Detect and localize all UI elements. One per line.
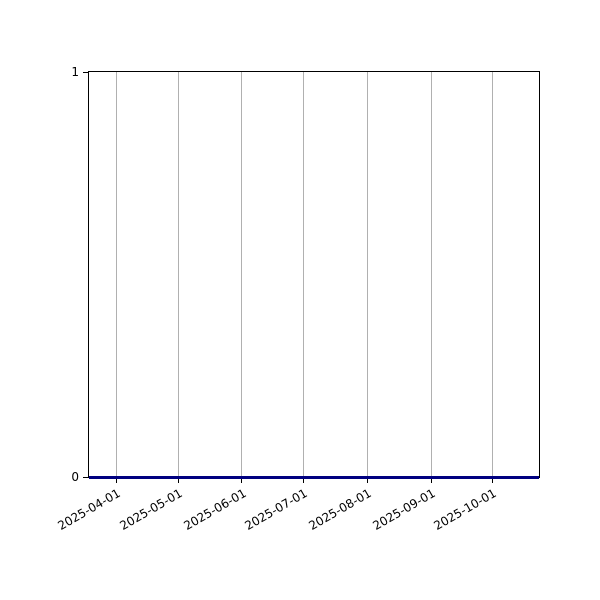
x-tick-label: 2025-04-01 — [55, 486, 123, 533]
x-tick-label: 2025-10-01 — [431, 486, 500, 533]
y-tick-mark — [83, 72, 88, 73]
x-gridline — [366, 72, 368, 477]
x-gridline — [430, 72, 432, 477]
x-gridline — [115, 72, 117, 477]
x-gridline — [492, 72, 494, 477]
x-gridline — [241, 72, 243, 477]
x-tick-label: 2025-08-01 — [306, 486, 374, 533]
y-tick-mark — [83, 477, 88, 478]
x-gridline — [303, 72, 305, 477]
x-tick-mark — [177, 478, 179, 483]
x-tick-mark — [241, 478, 243, 483]
y-tick-label: 1 — [71, 65, 79, 79]
x-tick-mark — [492, 478, 494, 483]
x-gridline — [177, 72, 179, 477]
x-tick-mark — [430, 478, 432, 483]
x-tick-label: 2025-07-01 — [242, 486, 311, 533]
x-tick-mark — [366, 478, 368, 483]
x-tick-label: 2025-05-01 — [117, 486, 185, 533]
plot-area: 2025-04-01 2025-05-01 2025-06-01 2025-07-01… — [55, 65, 540, 533]
x-tick-mark — [115, 478, 117, 483]
x-tick-label: 2025-06-01 — [180, 486, 249, 533]
y-tick-label: 0 — [71, 470, 79, 484]
x-tick-label: 2025-09-01 — [370, 486, 438, 533]
data-line-flat-zero — [89, 476, 539, 479]
x-tick-mark — [303, 478, 305, 483]
